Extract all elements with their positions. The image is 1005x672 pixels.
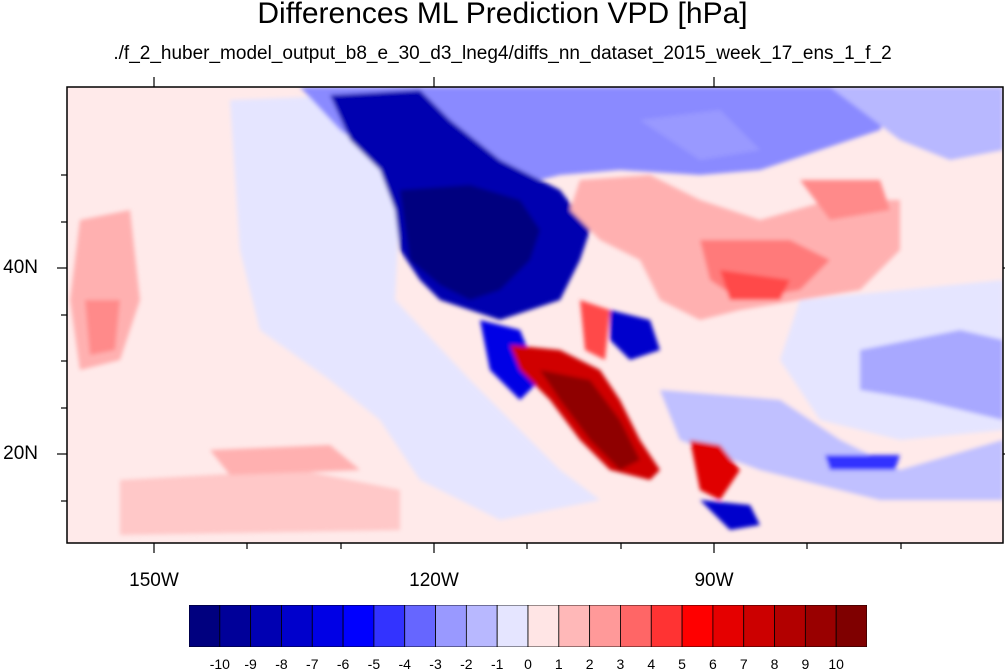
colorbar-box	[250, 605, 282, 647]
colorbar-label: 5	[678, 656, 686, 672]
colorbar-label: -7	[306, 656, 319, 672]
colorbar-box	[189, 605, 221, 647]
map-title: Differences ML Prediction VPD [hPa]	[257, 0, 748, 30]
lon-label-120w: 120W	[409, 570, 459, 591]
colorbar-label: 8	[770, 656, 779, 672]
colorbar-label: 7	[739, 656, 748, 672]
colorbar-box	[774, 605, 806, 647]
colorbar-label: -6	[336, 656, 350, 672]
colorbar-box	[219, 605, 252, 647]
colorbar-box	[404, 605, 436, 647]
colorbar-label: -9	[244, 656, 257, 672]
colorbar-box	[589, 605, 621, 647]
colorbar-label: -10	[209, 656, 230, 672]
colorbar-label: -4	[398, 656, 411, 672]
colorbar-label: 10	[828, 656, 844, 672]
colorbar-label: 2	[585, 656, 594, 672]
colorbar-box	[804, 605, 837, 647]
map-subtitle: ./f_2_huber_model_output_b8_e_30_d3_lneg…	[113, 43, 892, 64]
colorbar-label: 6	[709, 656, 717, 672]
colorbar-box	[342, 605, 375, 647]
colorbar-box	[311, 605, 344, 647]
colorbar-box	[373, 605, 406, 647]
colorbar-box	[496, 605, 529, 647]
colorbar-label: -3	[429, 656, 442, 672]
colorbar	[189, 605, 867, 647]
colorbar-label: 4	[647, 656, 656, 672]
colorbar-box	[681, 605, 714, 647]
lon-label-90w: 90W	[694, 570, 734, 591]
map-field	[67, 87, 1003, 543]
colorbar-label: 0	[524, 656, 532, 672]
lat-label-40n: 40N	[3, 257, 38, 278]
colorbar-label: -8	[275, 656, 288, 672]
colorbar-box	[558, 605, 591, 647]
colorbar-box	[650, 605, 683, 647]
lon-label-150w: 150W	[129, 570, 179, 591]
colorbar-box	[435, 605, 467, 647]
colorbar-label: -5	[367, 656, 381, 672]
colorbar-label: -1	[490, 656, 504, 672]
map-ticks	[57, 77, 1005, 553]
colorbar-box	[712, 605, 745, 647]
colorbar-box	[835, 605, 867, 647]
colorbar-box	[527, 605, 560, 647]
colorbar-label: 9	[801, 656, 810, 672]
lat-label-20n: 20N	[3, 443, 38, 464]
colorbar-label: 3	[616, 656, 625, 672]
colorbar-box	[465, 605, 498, 647]
colorbar-label: 1	[554, 656, 563, 672]
colorbar-box	[620, 605, 652, 647]
colorbar-box	[743, 605, 775, 647]
colorbar-label: -2	[460, 656, 473, 672]
colorbar-box	[281, 605, 313, 647]
